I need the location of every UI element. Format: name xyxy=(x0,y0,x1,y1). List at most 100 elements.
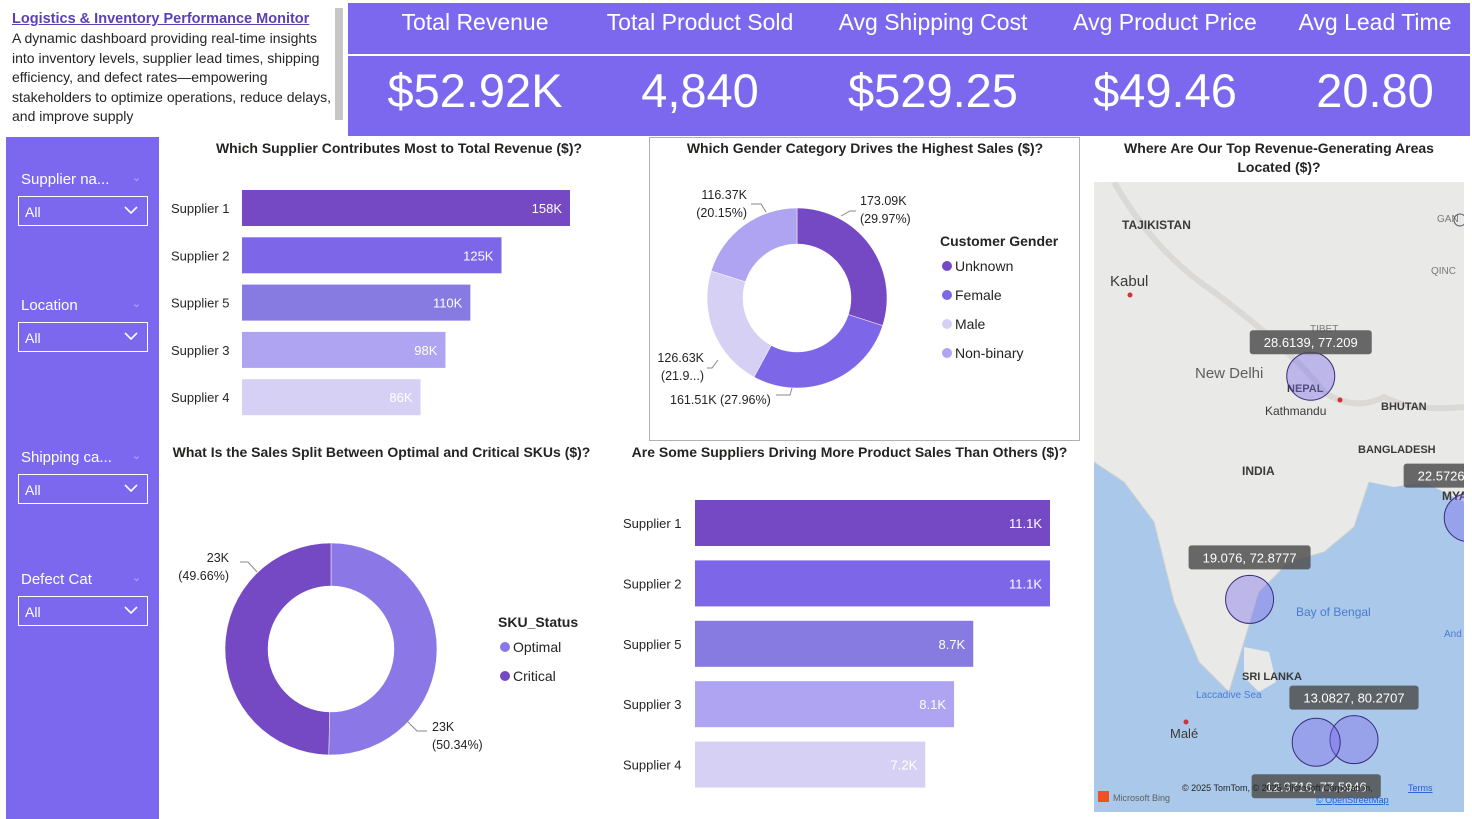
map-terms-link[interactable]: Terms xyxy=(1408,783,1433,793)
map-point-label: 12.9716, 77.5946 xyxy=(1266,779,1367,794)
legend-item[interactable]: Unknown xyxy=(955,258,1013,274)
map-attribution: © 2025 TomTom, © 2025 Microsoft Corporat… xyxy=(1182,783,1373,793)
donut-data-pct: (29.97%) xyxy=(860,212,911,226)
bar[interactable] xyxy=(695,560,1050,607)
dropdown-value: All xyxy=(25,330,41,346)
legend-marker xyxy=(942,348,952,358)
legend-marker xyxy=(942,290,952,300)
bing-logo-icon xyxy=(1098,791,1109,802)
map-tooltip-box xyxy=(1249,330,1372,355)
bar-data-label: 11.1K xyxy=(1009,516,1042,531)
map-bubble[interactable] xyxy=(1225,574,1275,624)
map-bubble[interactable] xyxy=(1443,493,1464,542)
kpi-avg-shipping-cost: Avg Shipping Cost $529.25 xyxy=(821,3,1045,136)
donut-slice[interactable] xyxy=(753,314,883,389)
map-label-laccadive-sea: Laccadive Sea xyxy=(1196,690,1262,701)
map-nav-icon[interactable] xyxy=(1453,213,1464,227)
map-label-tibet: TIBET xyxy=(1310,324,1338,335)
legend-marker xyxy=(500,671,510,681)
shipping-dropdown[interactable]: All xyxy=(18,474,148,504)
bar-data-label: 7.2K xyxy=(891,758,918,773)
bar[interactable] xyxy=(242,284,471,321)
donut-slice[interactable] xyxy=(710,207,798,283)
male-dot xyxy=(1183,719,1189,725)
bar[interactable] xyxy=(242,379,421,416)
donut-data-pct: (49.66%) xyxy=(178,569,229,583)
donut-data-label: 116.37K xyxy=(701,188,747,202)
donut-slice[interactable] xyxy=(328,542,438,756)
filter-label-shipping: Shipping ca... xyxy=(21,449,112,466)
map-point-label: 19.076, 72.8777 xyxy=(1203,550,1297,565)
kpi-value: $52.92K xyxy=(387,64,563,117)
legend-item[interactable]: Female xyxy=(955,287,1002,303)
bar-data-label: 125K xyxy=(463,248,494,263)
legend-item[interactable]: Critical xyxy=(513,668,556,684)
chevron-down-icon[interactable]: ⌄ xyxy=(132,298,142,310)
kpi-value: $49.46 xyxy=(1093,64,1237,117)
map-tooltip-box xyxy=(1188,545,1311,570)
map-point-label: 13.0827, 80.2707 xyxy=(1303,691,1404,706)
bar-category-label: Supplier 2 xyxy=(623,576,682,591)
filter-label-defect: Defect Cat xyxy=(21,571,92,588)
map-label-kathmandu: Kathmandu xyxy=(1265,404,1326,418)
donut-data-label: 161.51K (27.96%) xyxy=(670,393,771,407)
map-label-mya: MYA xyxy=(1442,489,1464,503)
dropdown-value: All xyxy=(25,204,41,220)
bar-data-label: 98K xyxy=(414,343,437,358)
bar[interactable] xyxy=(695,681,955,728)
map-bubble[interactable] xyxy=(1286,351,1336,401)
gender-donut-chart: Customer Gender Unknown Female Male Non-bina… xyxy=(657,188,1058,407)
leader-line xyxy=(776,387,793,396)
map-label-new-delhi: New Delhi xyxy=(1195,365,1263,382)
donut-slice[interactable] xyxy=(224,542,332,756)
leader-line xyxy=(840,210,856,217)
bar[interactable] xyxy=(242,190,570,226)
sri-lanka-land xyxy=(1244,647,1276,692)
bar[interactable] xyxy=(695,741,926,788)
product-sales-chart: Supplier 1 11.1K Supplier 2 11.1K Supplier 5… xyxy=(623,500,1050,788)
legend-item[interactable]: Non-binary xyxy=(955,345,1023,361)
bar[interactable] xyxy=(695,620,974,667)
donut-slice[interactable] xyxy=(796,207,888,326)
chevron-down-icon[interactable]: ⌄ xyxy=(132,172,142,184)
chevron-down-icon xyxy=(123,203,139,219)
dashboard-info-card: Logistics & Inventory Performance Monito… xyxy=(6,4,344,130)
kathmandu-dot xyxy=(1337,397,1343,403)
map-label-tajikistan: TAJIKISTAN xyxy=(1122,218,1191,232)
map-tooltip-box xyxy=(1289,685,1419,710)
legend-item[interactable]: Male xyxy=(955,316,986,332)
kpi-label: Avg Product Price xyxy=(1073,9,1257,35)
legend-item[interactable]: Optimal xyxy=(513,639,561,655)
leader-line xyxy=(240,561,258,573)
donut-data-label: 23K xyxy=(432,720,455,734)
map-bubble[interactable] xyxy=(1329,715,1379,765)
sku-split-title: What Is the Sales Split Between Optimal … xyxy=(172,444,591,460)
leader-line xyxy=(707,359,719,369)
bar[interactable] xyxy=(242,237,502,274)
kpi-divider xyxy=(348,54,1470,56)
bar-category-label: Supplier 5 xyxy=(171,296,230,311)
location-dropdown[interactable]: All xyxy=(18,322,148,352)
map-label-sri-lanka: SRI LANKA xyxy=(1242,671,1302,683)
map-bubble[interactable] xyxy=(1291,717,1341,767)
chevron-down-icon xyxy=(123,603,139,619)
map-label-qinc: QINC xyxy=(1431,266,1456,277)
bar-category-label: Supplier 4 xyxy=(171,390,230,405)
dropdown-value: All xyxy=(25,604,41,620)
defect-dropdown[interactable]: All xyxy=(18,596,148,626)
map-osm-link[interactable]: © OpenStreetMap xyxy=(1316,795,1389,805)
dashboard-title[interactable]: Logistics & Inventory Performance Monito… xyxy=(12,11,310,27)
bar-category-label: Supplier 3 xyxy=(623,697,682,712)
bar-category-label: Supplier 4 xyxy=(623,758,682,773)
map-points-layer: 28.6139, 77.209 22.5726, 88.3639 19.076, 7… xyxy=(1188,330,1464,799)
bar[interactable] xyxy=(695,500,1050,546)
chevron-down-icon[interactable]: ⌄ xyxy=(132,450,142,462)
supplier-dropdown[interactable]: All xyxy=(18,196,148,226)
chevron-down-icon[interactable]: ⌄ xyxy=(132,572,142,584)
bar[interactable] xyxy=(242,331,446,368)
revenue-map[interactable]: TAJIKISTAN Kabul TIBET New Delhi NEPAL K… xyxy=(1094,182,1464,812)
bar-data-label: 8.7K xyxy=(938,637,965,652)
info-scrollbar[interactable] xyxy=(335,8,343,120)
map-label-bay-of-bengal: Bay of Bengal xyxy=(1296,605,1371,619)
map-label-kabul: Kabul xyxy=(1110,273,1148,290)
